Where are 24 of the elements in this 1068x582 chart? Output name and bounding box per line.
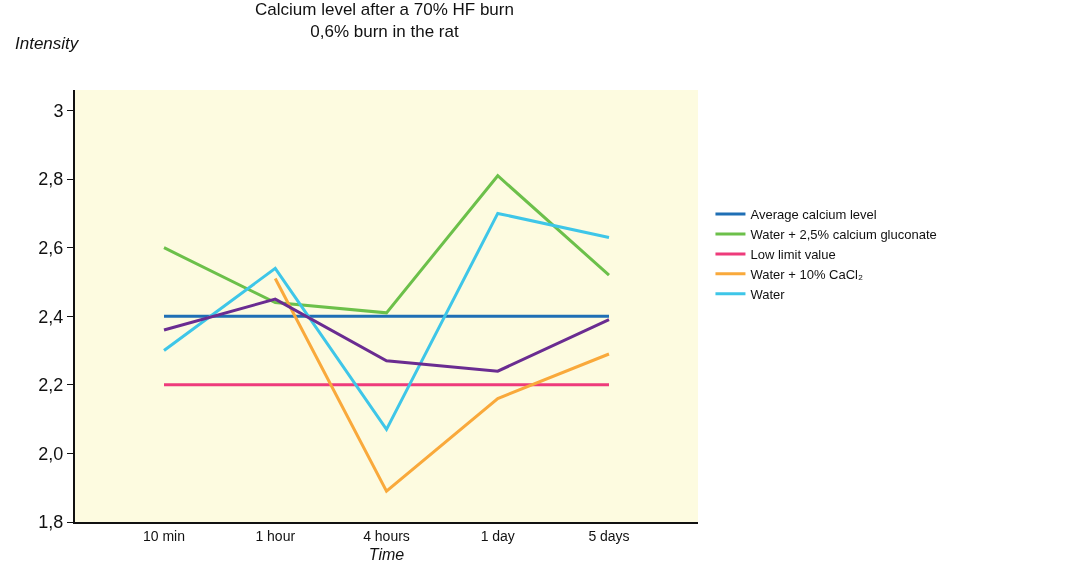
legend-label: Low limit value: [750, 246, 836, 262]
y-tick-label: 3: [53, 100, 64, 121]
x-tick-label: 1 day: [480, 527, 515, 544]
y-tick-label: 1,8: [38, 512, 64, 533]
y-axis-title: Intensity: [15, 34, 80, 53]
chart-title: Calcium level after a 70% HF burn 0,6% burn in the rat: [255, 0, 514, 41]
y-tick-label: 2,4: [38, 306, 64, 327]
y-tick-label: 2,6: [38, 238, 64, 259]
x-tick-label: 4 hours: [363, 527, 410, 544]
x-axis-title: Time: [368, 546, 405, 563]
legend-label: Water + 10% CaCl₂: [750, 266, 864, 282]
legend-label: Water: [750, 286, 786, 302]
line-series: [162, 297, 611, 373]
legend-label: Water + 2,5% calcium gluconate: [750, 227, 937, 243]
x-tick-label: 1 hour: [255, 527, 296, 544]
line-series: [162, 174, 611, 315]
x-tick-label: 10 min: [142, 527, 186, 544]
y-tick-label: 2,8: [38, 169, 64, 190]
legend-label: Average calcium level: [750, 207, 877, 223]
line-series: [273, 277, 611, 493]
y-tick-label: 2,2: [38, 375, 64, 396]
x-tick-label: 5 days: [588, 527, 630, 544]
y-tick-label: 2,0: [38, 443, 64, 464]
line-series: [162, 211, 611, 431]
